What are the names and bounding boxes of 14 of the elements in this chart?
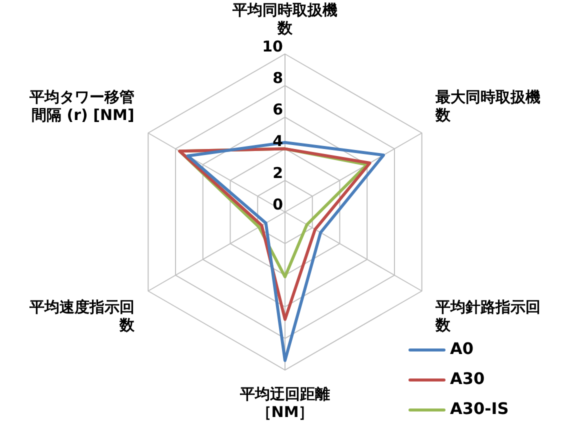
legend-label: A0 <box>450 339 474 358</box>
spoke-label: 平均針路指示回数 <box>434 298 541 334</box>
legend-label: A30 <box>450 369 485 388</box>
y-tick-label: 6 <box>272 100 283 119</box>
y-tick-label: 8 <box>272 68 283 87</box>
spoke-label: 平均迂回距離［NM］ <box>239 384 330 421</box>
spoke-label: 最大同時取扱機数 <box>434 88 541 124</box>
spoke-label: 平均速度指示回数 <box>28 298 136 334</box>
legend-label: A30-IS <box>450 399 509 418</box>
spoke-label: 平均タワー移管間隔 (r) [NM] <box>28 88 134 124</box>
y-tick-label: 2 <box>272 164 283 182</box>
y-tick-label: 0 <box>272 195 283 214</box>
spoke-label: 平均同時取扱機数 <box>232 0 338 37</box>
y-tick-label: 10 <box>262 37 283 56</box>
